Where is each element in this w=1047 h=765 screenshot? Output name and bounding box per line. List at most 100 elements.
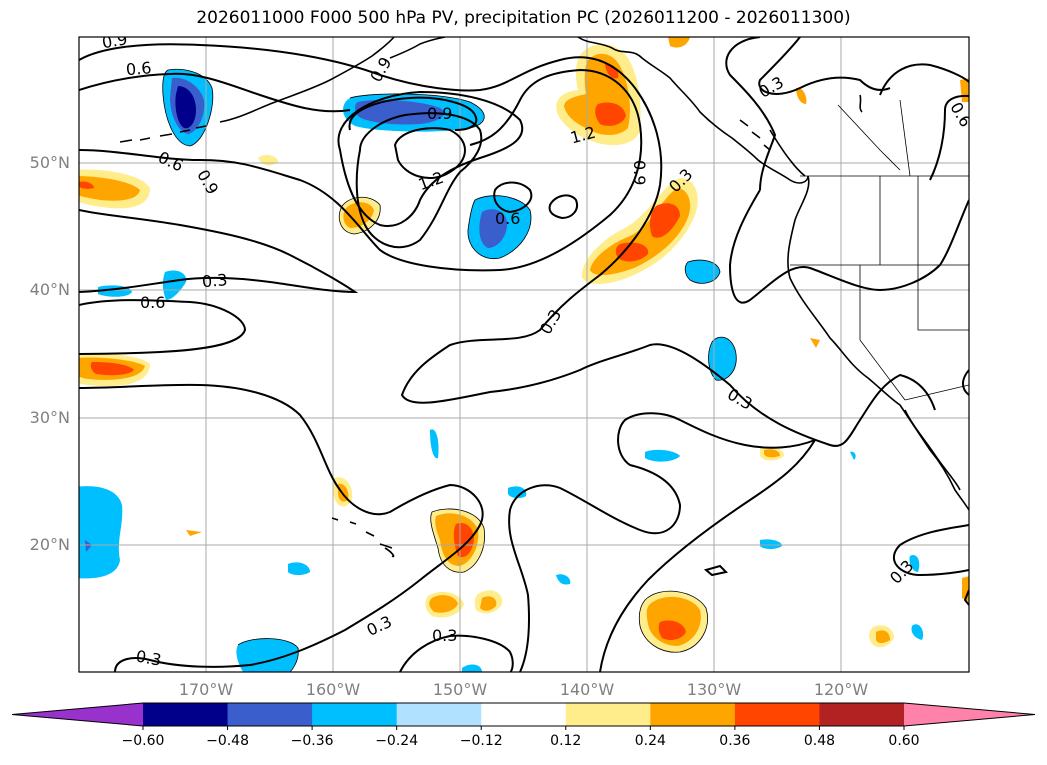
colorbar-tick-label: 0.48 (803, 733, 836, 749)
coastlines (119, 37, 969, 558)
pv-contour (79, 299, 247, 355)
contour-label: 0.9 (427, 104, 452, 123)
precip-patch (79, 181, 94, 189)
precip-outline (338, 196, 381, 235)
pv-contour (929, 94, 969, 181)
lon-tick-label: 130°W (686, 680, 742, 699)
precip-patch (175, 86, 196, 129)
precip-patch (645, 449, 680, 462)
precip-patch (480, 596, 497, 611)
coastline-islands (739, 119, 771, 151)
coastline-alaska-peninsula (389, 37, 446, 59)
pv-contour (399, 634, 514, 672)
precip-patch (79, 176, 140, 201)
precip-patch (90, 362, 134, 376)
contour-label: 0.6 (495, 209, 520, 228)
precip-patch (355, 100, 444, 125)
colorbar-segment (481, 703, 567, 726)
border-states (790, 176, 969, 401)
coastline-baja (904, 409, 961, 491)
colorbar-tick-label: 0.36 (719, 733, 751, 749)
map-frame (78, 36, 970, 673)
chart-title: 2026011000 F000 500 hPa PV, precipitatio… (196, 8, 851, 28)
colorbar-segment (565, 703, 651, 726)
precip-patch (288, 562, 310, 575)
pv-contour (548, 194, 578, 220)
border-canada (837, 99, 911, 177)
precip-patch (760, 539, 782, 549)
colorbar-tick-label: 0.12 (550, 733, 582, 749)
colorbar-tick-label: −0.60 (121, 733, 165, 749)
coastline-small (859, 94, 863, 113)
precip-patch (162, 270, 187, 300)
precip-outlines (162, 69, 737, 672)
precip-patch (911, 624, 924, 640)
coastline-bc (769, 129, 806, 177)
colorbar-tick-label: 0.24 (634, 733, 666, 749)
colorbar-tick-label: −0.36 (290, 733, 334, 749)
precip-patch (605, 63, 619, 79)
contour-label: 0.9 (100, 29, 128, 52)
precip-patch (649, 203, 680, 238)
pv-contour (393, 127, 466, 179)
contour-label: 0.6 (140, 293, 165, 312)
precip-patch (764, 449, 780, 458)
precip-patch (876, 630, 890, 643)
pv-contour (758, 37, 891, 95)
precip-patch (796, 87, 807, 104)
precip-outline (430, 508, 485, 573)
colorbar-extend-max (904, 703, 1035, 726)
coastline-hawaii (331, 517, 393, 549)
pv-contour (703, 564, 729, 577)
precip-patch (429, 595, 458, 613)
graticule (79, 37, 969, 672)
pv-contour (725, 37, 777, 191)
lon-tick-label: 120°W (813, 680, 869, 699)
colorbar-segment (227, 703, 313, 726)
lon-tick-label: 140°W (559, 680, 615, 699)
political-borders (790, 99, 969, 401)
colorbar-tick-label: −0.24 (375, 733, 419, 749)
precip-patch (668, 37, 690, 48)
colorbar-tick-label: −0.48 (206, 733, 249, 749)
precip-outline (467, 195, 532, 260)
precip-patch (236, 638, 299, 672)
pv-contour (79, 43, 936, 447)
pv-contour (962, 369, 969, 396)
precip-patch (430, 429, 439, 459)
coastline-aleutians (219, 37, 395, 123)
map-background (79, 37, 969, 672)
colorbar-segment (650, 703, 736, 726)
lat-tick-label: 50°N (29, 153, 70, 172)
pv-contour (963, 589, 969, 606)
precip-patch (850, 451, 856, 460)
colorbar-segment (819, 703, 905, 726)
colorbar (11, 702, 1036, 730)
precip-patch (685, 260, 720, 284)
colorbar-segment (734, 703, 820, 726)
coastline-alaska (577, 37, 809, 184)
lon-tick-label: 150°W (432, 680, 488, 699)
precip-patch (595, 102, 626, 126)
precip-patch (79, 486, 123, 579)
contour-label: 0.9 (630, 160, 649, 185)
pv-contour (79, 383, 484, 672)
pv-contour (892, 524, 969, 577)
colorbar-extend-min (12, 703, 143, 726)
precip-patch (343, 202, 374, 228)
colorbar-segment (312, 703, 398, 726)
pv-contour (599, 439, 816, 672)
pv-contour (508, 412, 816, 672)
pv-contour (337, 90, 524, 227)
lat-tick-label: 20°N (29, 535, 70, 554)
pv-contour (79, 209, 359, 294)
colorbar-tick-label: −0.12 (459, 733, 503, 749)
pv-contour (79, 72, 351, 113)
pv-contour (355, 112, 483, 249)
precip-patch (615, 242, 649, 262)
colorbar-segment (143, 703, 229, 726)
colorbar-tick-label: 0.60 (888, 733, 920, 749)
lat-tick-label: 40°N (29, 280, 70, 299)
precip-outline (708, 336, 737, 381)
contour-label: 0.3 (432, 626, 457, 645)
